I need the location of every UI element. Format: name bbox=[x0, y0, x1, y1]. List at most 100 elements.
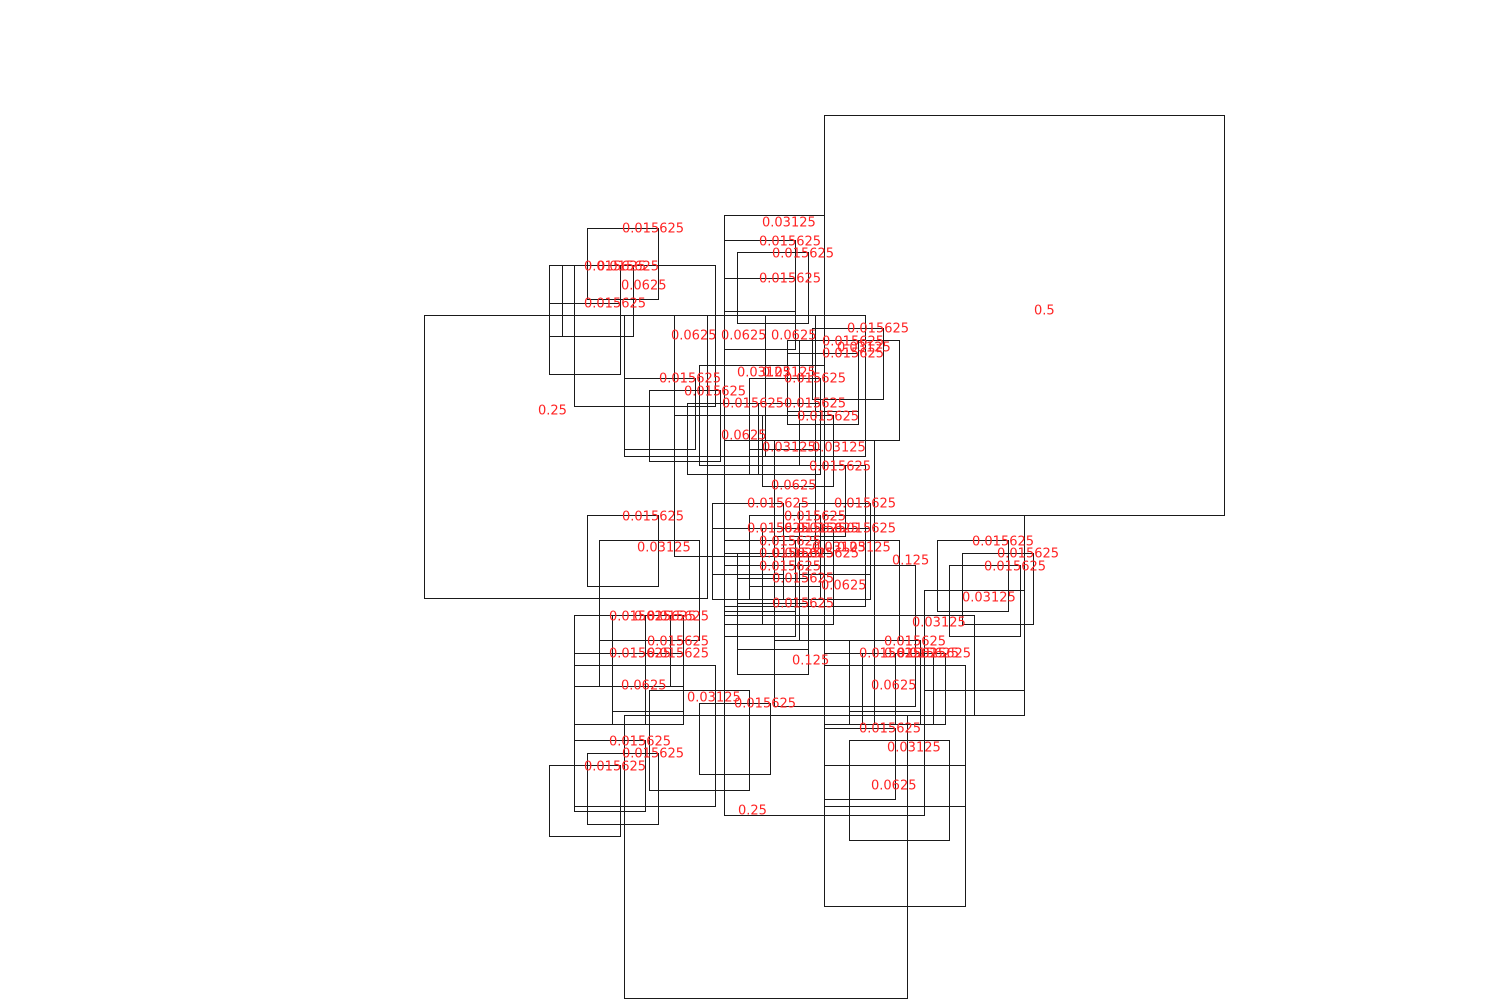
square bbox=[787, 353, 859, 425]
square-area-label: 0.125 bbox=[892, 554, 929, 569]
square bbox=[712, 528, 784, 600]
square-area-label: 0.015625 bbox=[684, 385, 746, 400]
square-area-label: 0.015625 bbox=[584, 760, 646, 775]
square bbox=[737, 578, 809, 650]
square-area-label: 0.0625 bbox=[621, 279, 667, 294]
square bbox=[574, 740, 646, 812]
square-area-label: 0.015625 bbox=[584, 260, 646, 275]
square bbox=[737, 252, 809, 324]
square bbox=[549, 303, 621, 375]
square-area-label: 0.015625 bbox=[622, 222, 684, 237]
square-area-label: 0.015625 bbox=[722, 397, 784, 412]
square-area-label: 0.0625 bbox=[821, 579, 867, 594]
square-area-label: 0.015625 bbox=[772, 547, 834, 562]
square bbox=[624, 378, 696, 450]
square-area-label: 0.015625 bbox=[622, 510, 684, 525]
square bbox=[549, 765, 621, 837]
square-area-label: 0.0625 bbox=[721, 429, 767, 444]
square bbox=[799, 528, 871, 600]
square bbox=[587, 228, 659, 300]
square bbox=[649, 390, 721, 462]
square-area-label: 0.015625 bbox=[634, 610, 696, 625]
square-area-label: 0.015625 bbox=[772, 572, 834, 587]
square bbox=[699, 703, 771, 775]
square-area-label: 0.015625 bbox=[822, 347, 884, 362]
square-area-label: 0.015625 bbox=[997, 547, 1059, 562]
square-area-label: 0.015625 bbox=[834, 497, 896, 512]
square-area-label: 0.03125 bbox=[637, 541, 691, 556]
square bbox=[599, 540, 700, 641]
square-area-label: 0.015625 bbox=[659, 372, 721, 387]
square-area-label: 0.03125 bbox=[837, 341, 891, 356]
square bbox=[774, 465, 846, 537]
square-area-label: 0.015625 bbox=[784, 397, 846, 412]
square-area-label: 0.015625 bbox=[897, 647, 959, 662]
square-outlines bbox=[424, 115, 1225, 999]
square bbox=[724, 278, 796, 350]
square-area-label: 0.015625 bbox=[597, 260, 659, 275]
square-area-label: 0.015625 bbox=[884, 635, 946, 650]
square-area-label: 0.015625 bbox=[772, 247, 834, 262]
square-area-label: 0.015625 bbox=[797, 522, 859, 537]
square bbox=[762, 553, 834, 625]
square-area-label: 0.015625 bbox=[784, 372, 846, 387]
square-area-label: 0.015625 bbox=[784, 510, 846, 525]
square-area-label: 0.015625 bbox=[759, 235, 821, 250]
square-area-label: 0.0625 bbox=[871, 679, 917, 694]
square-area-label: 0.0625 bbox=[771, 329, 817, 344]
square bbox=[724, 240, 796, 312]
square bbox=[937, 540, 1009, 612]
square-area-label: 0.0625 bbox=[671, 329, 717, 344]
square-area-label: 0.03125 bbox=[962, 591, 1016, 606]
square-area-label: 0.015625 bbox=[797, 547, 859, 562]
square-area-label: 0.03125 bbox=[737, 366, 791, 381]
square-area-label: 0.015625 bbox=[622, 747, 684, 762]
square-area-label: 0.015625 bbox=[859, 722, 921, 737]
square-area-label: 0.015625 bbox=[759, 535, 821, 550]
square-area-label: 0.015625 bbox=[759, 547, 821, 562]
square-area-label: 0.015625 bbox=[847, 322, 909, 337]
square bbox=[949, 565, 1021, 637]
square bbox=[824, 728, 896, 800]
square-area-label: 0.5 bbox=[1034, 304, 1055, 319]
square-area-label: 0.03125 bbox=[687, 691, 741, 706]
square-area-label: 0.015625 bbox=[797, 410, 859, 425]
square bbox=[812, 328, 884, 400]
square-area-label: 0.03125 bbox=[812, 541, 866, 556]
square-area-label: 0.015625 bbox=[759, 560, 821, 575]
square-area-label: 0.03125 bbox=[762, 366, 816, 381]
square bbox=[737, 603, 809, 675]
square-area-label: 0.015625 bbox=[984, 560, 1046, 575]
square-area-label: 0.015625 bbox=[747, 522, 809, 537]
square-area-label: 0.0625 bbox=[771, 479, 817, 494]
square bbox=[687, 403, 759, 475]
square bbox=[874, 653, 946, 725]
square-area-label: 0.015625 bbox=[759, 272, 821, 287]
square-area-label: 0.015625 bbox=[647, 610, 709, 625]
square-area-label: 0.015625 bbox=[909, 647, 971, 662]
square-area-label: 0.0625 bbox=[871, 779, 917, 794]
square-area-label: 0.015625 bbox=[647, 635, 709, 650]
square-area-label: 0.0625 bbox=[621, 679, 667, 694]
square-area-label: 0.015625 bbox=[972, 535, 1034, 550]
square-area-label: 0.015625 bbox=[584, 297, 646, 312]
square-area-label: 0.015625 bbox=[822, 335, 884, 350]
square-area-label: 0.03125 bbox=[762, 441, 816, 456]
square bbox=[962, 553, 1034, 625]
square-area-label: 0.015625 bbox=[609, 647, 671, 662]
square-area-label: 0.015625 bbox=[859, 647, 921, 662]
square-area-label: 0.015625 bbox=[747, 497, 809, 512]
square-area-label: 0.03125 bbox=[812, 441, 866, 456]
square bbox=[562, 265, 634, 337]
square bbox=[624, 715, 908, 999]
square bbox=[574, 653, 646, 725]
square bbox=[587, 753, 659, 825]
square-area-label: 0.125 bbox=[792, 654, 829, 669]
square-area-label: 0.015625 bbox=[834, 522, 896, 537]
square-area-label: 0.015625 bbox=[809, 460, 871, 475]
square-area-label: 0.015625 bbox=[609, 735, 671, 750]
square bbox=[724, 565, 796, 637]
square-area-label: 0.015625 bbox=[772, 597, 834, 612]
square-area-label: 0.03125 bbox=[762, 216, 816, 231]
